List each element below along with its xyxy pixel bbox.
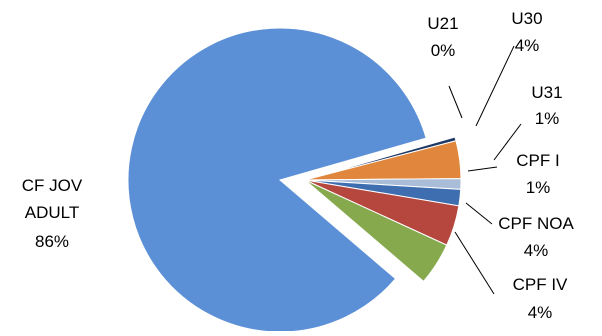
- pie-slices: [127, 27, 462, 333]
- label-u30-percent: 4%: [515, 36, 540, 55]
- label-u21-name: U21: [427, 14, 458, 33]
- leader-line-u31: [493, 123, 522, 161]
- leader-line-cpf-iv: [454, 231, 495, 295]
- slice-labels: U21 0% U30 4% U31 1% CPF I 1% CPF NOA 4% CPF IV 4% C…: [22, 9, 575, 322]
- label-u31-name: U31: [531, 83, 562, 102]
- label-cf-jov-adult-name-1: CF JOV: [22, 176, 83, 195]
- leader-line-u21: [448, 85, 463, 119]
- label-cpf-iv-name: CPF IV: [513, 275, 568, 294]
- leader-line-cpf-noa: [465, 202, 493, 225]
- label-cpf-i-percent: 1%: [526, 178, 551, 197]
- leader-line-cpf-i: [467, 166, 498, 172]
- leader-lines: [448, 45, 522, 295]
- slice-cpf-iv: [304, 179, 448, 283]
- label-cpf-noa-percent: 4%: [524, 241, 549, 260]
- label-cpf-iv-percent: 4%: [528, 303, 553, 322]
- label-cpf-i-name: CPF I: [516, 151, 559, 170]
- label-u31-percent: 1%: [535, 109, 560, 128]
- label-cpf-noa-name: CPF NOA: [498, 214, 574, 233]
- label-cf-jov-adult-name-2: ADULT: [25, 203, 79, 222]
- label-u30-name: U30: [511, 9, 542, 28]
- label-u21-percent: 0%: [431, 41, 456, 60]
- leader-line-u30: [475, 45, 515, 127]
- label-cf-jov-adult-percent: 86%: [35, 232, 69, 251]
